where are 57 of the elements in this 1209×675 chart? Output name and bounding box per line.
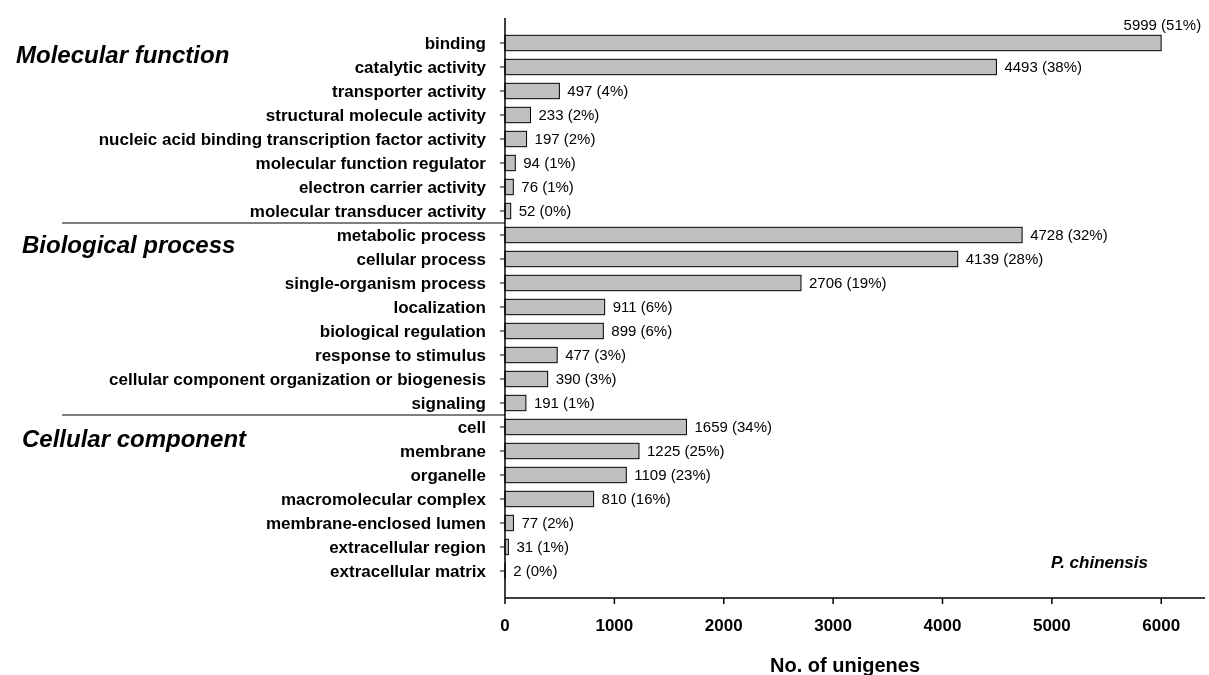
y-tick-label: membrane <box>400 442 486 461</box>
y-tick-label: organelle <box>410 466 486 485</box>
data-label: 77 (2%) <box>521 514 574 531</box>
data-label: 2 (0%) <box>513 562 558 579</box>
text: Cellular component <box>22 425 248 452</box>
y-tick-label: extracellular region <box>329 538 486 557</box>
annotation: P. chinensis <box>1050 553 1148 572</box>
data-label: 4728 (32%) <box>1030 226 1108 243</box>
y-tick-label: extracellular matrix <box>330 562 487 581</box>
y-tick-label: molecular transducer activity <box>249 202 487 221</box>
x-tick-label: 1000 <box>595 616 634 635</box>
y-tick-label: metabolic process <box>336 226 486 245</box>
y-tick-label: single-organism process <box>284 274 486 293</box>
data-label: 191 (1%) <box>533 394 595 411</box>
data-label: 1225 (25%) <box>646 442 725 459</box>
data-label: 76 (1%) <box>521 178 574 195</box>
data-label: 233 (2%) <box>538 106 600 123</box>
y-tick-label: transporter activity <box>332 82 487 101</box>
data-label: 197 (2%) <box>534 130 596 147</box>
data-label: 1659 (34%) <box>694 418 773 435</box>
data-label: 899 (6%) <box>611 322 673 339</box>
y-tick-label: cell <box>457 418 486 437</box>
data-label: 810 (16%) <box>601 490 671 507</box>
data-label: 1109 (23%) <box>634 466 711 483</box>
data-label: 390 (3%) <box>555 370 617 387</box>
y-tick-label: molecular function regulator <box>255 154 487 173</box>
data-label: 911 (6%) <box>612 298 673 315</box>
x-tick-label: 4000 <box>923 616 962 635</box>
data-label: 4139 (28%) <box>965 250 1044 267</box>
y-tick-label: macromolecular complex <box>280 490 487 509</box>
x-tick-label: 2000 <box>704 616 743 635</box>
y-tick-label: biological regulation <box>319 322 486 341</box>
y-tick-label: catalytic activity <box>354 58 487 77</box>
data-label: 497 (4%) <box>567 82 629 99</box>
y-tick-label: nucleic acid binding transcription factor activity <box>98 130 487 149</box>
data-label: 52 (0%) <box>518 202 572 219</box>
y-tick-label: signaling <box>411 394 486 413</box>
data-label: 2706 (19%) <box>808 274 887 291</box>
data-label: 477 (3%) <box>565 346 627 363</box>
text: Molecular function <box>16 41 230 68</box>
data-label: 4493 (38%) <box>1004 58 1082 75</box>
x-tick-label: 5000 <box>1032 616 1071 635</box>
data-label: 31 (1%) <box>516 538 569 555</box>
data-label: 5999 (51%) <box>1123 16 1202 34</box>
x-tick-label: 6000 <box>1142 616 1181 635</box>
y-tick-label: electron carrier activity <box>298 178 487 197</box>
y-tick-label: localization <box>393 298 486 317</box>
y-tick-label: cellular component organization or biogenesis <box>109 370 486 389</box>
text: Biological process <box>22 230 236 258</box>
y-tick-label: response to stimulus <box>315 346 486 365</box>
data-label: 94 (1%) <box>523 154 576 171</box>
x-tick-label: 0 <box>500 616 510 635</box>
y-tick-label: membrane-enclosed lumen <box>265 514 486 533</box>
y-tick-label: structural molecule activity <box>265 106 487 125</box>
x-tick-label: 3000 <box>814 616 853 635</box>
y-tick-label: cellular process <box>356 250 486 269</box>
y-tick-label: binding <box>424 34 486 53</box>
